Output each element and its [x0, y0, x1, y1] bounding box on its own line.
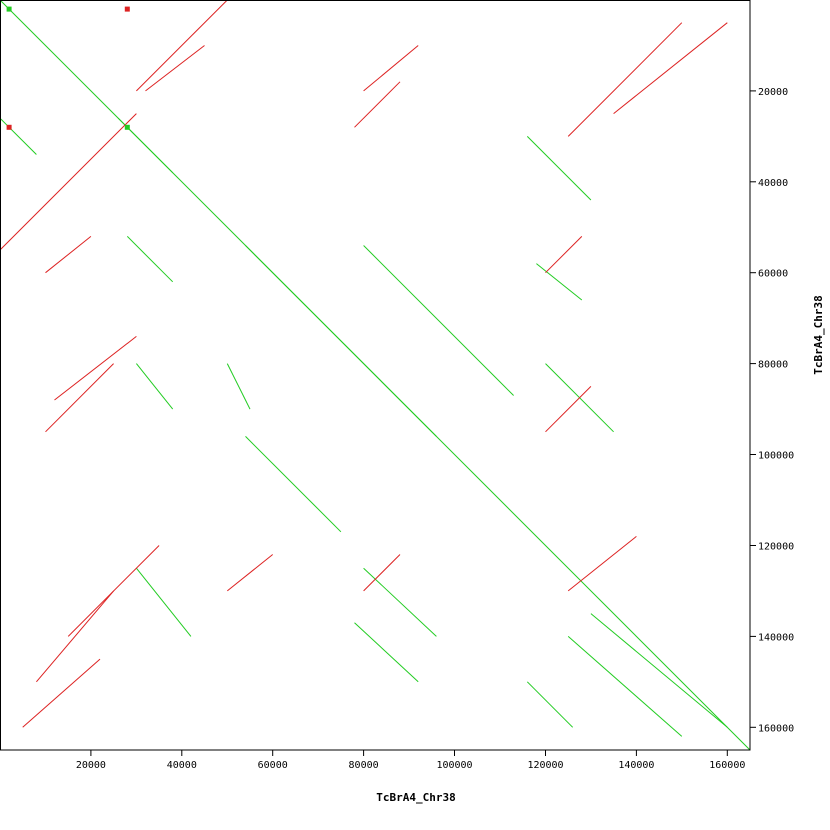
- alignment-segment-0-12: [363, 567, 437, 637]
- x-tick-label-1: 40000: [167, 760, 197, 771]
- alignment-segment-1-5: [67, 545, 160, 637]
- alignment-segment-1-4: [36, 590, 114, 683]
- x-tick-label-6: 140000: [618, 760, 654, 771]
- alignment-segment-0-13: [136, 567, 192, 637]
- alignment-segment-0-16: [226, 363, 251, 410]
- y-axis-title: TcBrA4_Chr38: [812, 295, 825, 374]
- y-tick-label-0: 20000: [758, 87, 788, 98]
- x-tick-label-3: 80000: [349, 760, 379, 771]
- x-tick-label-0: 20000: [76, 760, 106, 771]
- alignment-segment-0-17: [526, 681, 574, 728]
- y-tick-label-3: 80000: [758, 360, 788, 371]
- alignment-segment-0-2: [245, 436, 342, 533]
- alignment-segment-1-6: [22, 658, 101, 728]
- alignment-segment-0-7: [536, 263, 583, 301]
- alignment-segment-0-11: [354, 622, 419, 683]
- x-tick-label-5: 120000: [527, 760, 563, 771]
- alignment-segment-0-6: [526, 136, 592, 201]
- x-tick-label-7: 160000: [709, 760, 745, 771]
- anchor-marker-3: [6, 124, 12, 130]
- alignment-segment-1-16: [45, 236, 92, 274]
- alignment-segment-1-3: [54, 336, 137, 401]
- dotplot-marks: [0, 0, 751, 751]
- y-tick-label-5: 120000: [758, 542, 794, 553]
- y-tick-label-6: 140000: [758, 632, 794, 643]
- alignment-segment-1-14: [363, 554, 401, 592]
- anchor-marker-0: [6, 6, 12, 12]
- alignment-segment-0-5: [0, 117, 37, 155]
- alignment-segment-1-12: [545, 386, 592, 433]
- axis-ticks: 20000 40000 60000 80000 100000 120000 140000 16…: [76, 87, 794, 771]
- alignment-segment-1-10: [567, 22, 683, 137]
- y-tick-label-2: 60000: [758, 269, 788, 280]
- anchor-marker-1: [124, 124, 130, 130]
- alignment-segment-0-9: [590, 613, 728, 728]
- x-axis-title: TcBrA4_Chr38: [376, 791, 455, 804]
- alignment-segment-1-17: [145, 45, 205, 92]
- alignment-segment-0-1: [245, 245, 437, 437]
- y-tick-label-4: 100000: [758, 451, 794, 462]
- alignment-segment-0-3: [363, 245, 514, 396]
- alignment-segment-1-7: [226, 554, 274, 592]
- y-tick-label-7: 160000: [758, 723, 794, 734]
- alignment-segment-1-13: [567, 536, 637, 592]
- y-tick-label-1: 40000: [758, 178, 788, 189]
- plot-frame: [0, 0, 751, 751]
- x-tick-label-4: 100000: [436, 760, 472, 771]
- alignment-segment-0-10: [567, 636, 683, 737]
- anchor-marker-2: [124, 6, 130, 12]
- alignment-segment-1-2: [45, 363, 114, 433]
- alignment-segment-1-11: [613, 22, 728, 114]
- alignment-segment-1-9: [354, 81, 401, 128]
- alignment-segment-0-15: [136, 363, 174, 410]
- x-tick-label-2: 60000: [258, 760, 288, 771]
- alignment-segment-0-14: [126, 236, 174, 283]
- alignment-segment-1-15: [545, 236, 583, 274]
- alignment-segment-1-8: [363, 45, 419, 92]
- alignment-segment-1-0: [0, 113, 137, 251]
- alignment-segment-1-1: [136, 0, 228, 92]
